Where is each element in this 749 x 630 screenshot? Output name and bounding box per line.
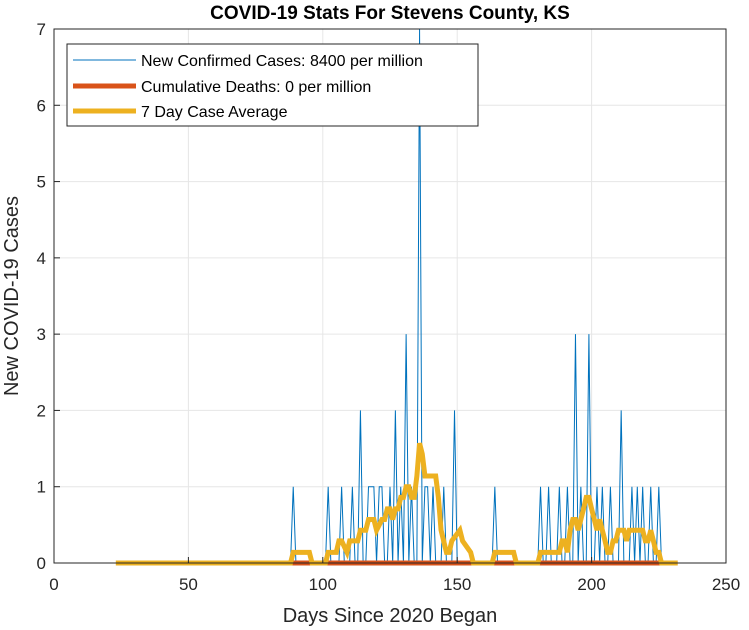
x-tick-label: 50 — [179, 575, 198, 594]
x-tick-label: 0 — [49, 575, 58, 594]
tick-marks — [53, 28, 727, 564]
y-axis-label: New COVID-19 Cases — [1, 196, 23, 396]
y-tick-label: 2 — [37, 401, 46, 420]
legend-label-average: 7 Day Case Average — [141, 104, 288, 121]
x-tick-label: 200 — [577, 575, 605, 594]
legend-label-new-cases: New Confirmed Cases: 8400 per million — [141, 53, 423, 70]
x-tick-label: 150 — [443, 575, 471, 594]
x-tick-label: 100 — [309, 575, 337, 594]
tick-labels: 0 50 100 150 200 250 0 1 2 3 4 5 6 7 — [37, 20, 741, 594]
axes-box — [53, 28, 727, 564]
y-tick-label: 3 — [37, 325, 46, 344]
y-tick-label: 4 — [37, 249, 46, 268]
chart-title: COVID-19 Stats For Stevens County, KS — [210, 3, 570, 24]
y-tick-label: 1 — [37, 478, 46, 497]
legend-label-deaths: Cumulative Deaths: 0 per million — [141, 79, 371, 96]
y-tick-label: 5 — [37, 173, 46, 192]
y-tick-label: 6 — [37, 96, 46, 115]
x-axis-label: Days Since 2020 Began — [283, 605, 498, 627]
x-tick-label: 250 — [712, 575, 740, 594]
y-tick-label: 7 — [37, 20, 46, 39]
legend: New Confirmed Cases: 8400 per million Cu… — [66, 43, 479, 127]
y-tick-label: 0 — [37, 554, 46, 573]
